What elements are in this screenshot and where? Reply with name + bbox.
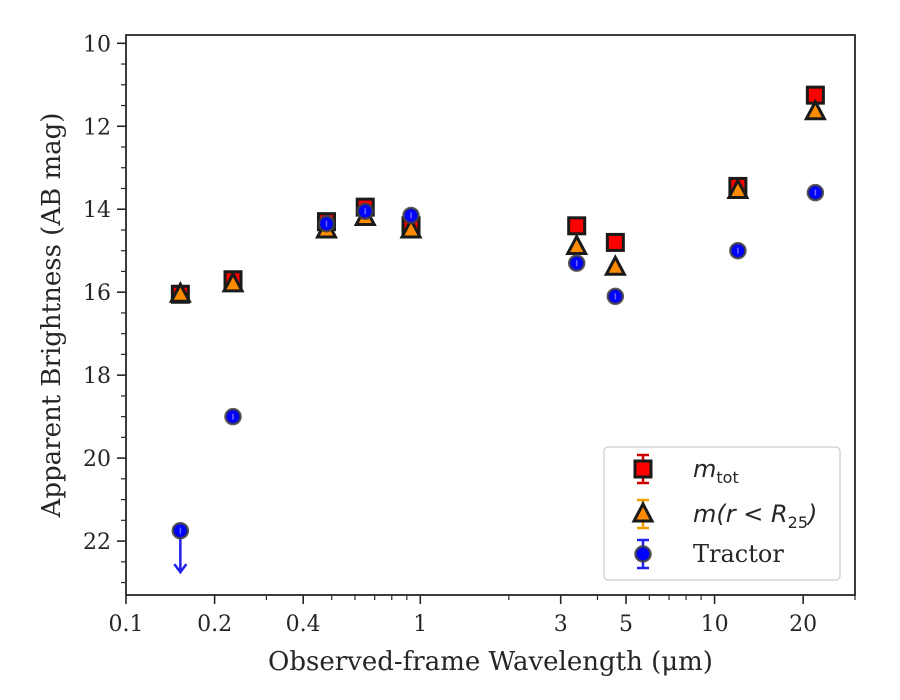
y-tick-label: 22 — [83, 530, 111, 555]
x-tick-label: 0.2 — [197, 612, 232, 637]
data-point — [803, 98, 827, 121]
data-point — [221, 270, 245, 293]
plot-frame — [125, 34, 856, 596]
y-tick-label: 16 — [83, 281, 111, 306]
legend-entry: mtot — [633, 453, 739, 487]
legend-entry: m(r < R25) — [631, 498, 817, 532]
x-axis-title: Observed-frame Wavelength (μm) — [268, 647, 713, 677]
y-tick-label: 10 — [83, 32, 111, 57]
series-layer — [168, 85, 827, 575]
data-point — [565, 233, 589, 256]
data-point — [726, 177, 750, 200]
y-tick-label: 12 — [83, 115, 111, 140]
y-tick-label: 14 — [83, 198, 111, 223]
legend-label: m(r < R25) — [693, 500, 817, 532]
legend-box — [603, 446, 841, 581]
y-tick-label: 18 — [83, 364, 111, 389]
legend-marker — [631, 500, 655, 523]
legend-label: mtot — [693, 455, 739, 487]
series-triangle-points — [168, 98, 827, 303]
data-point — [605, 232, 625, 252]
legend: mtot m(r < R25) Tractor — [603, 446, 841, 581]
legend-marker — [634, 545, 652, 563]
x-tick-label: 3 — [554, 612, 568, 637]
x-tick-label: 0.1 — [109, 612, 144, 637]
x-tick-label: 10 — [701, 612, 729, 637]
data-point — [399, 216, 423, 239]
x-tick-label: 5 — [619, 612, 633, 637]
series-circle-points — [171, 183, 825, 575]
y-axis-title: Apparent Brightness (AB mag) — [37, 113, 67, 519]
x-tick-label: 1 — [413, 612, 427, 637]
x-tick-label: 20 — [789, 612, 817, 637]
x-tick-label: 0.4 — [286, 612, 321, 637]
legend-entry: Tractor — [634, 538, 784, 570]
data-point — [168, 281, 192, 303]
data-point — [567, 216, 587, 236]
x-axis-ticks: 0.1 0.2 0.4 1 3 5 10 20 — [109, 595, 856, 637]
data-point — [603, 254, 627, 276]
y-axis-ticks: 10 12 14 16 18 20 22 — [83, 32, 126, 584]
y-tick-label: 20 — [83, 447, 111, 472]
legend-label: Tractor — [693, 540, 784, 568]
legend-marker — [633, 459, 653, 479]
upper-limit-arrow-head — [173, 563, 188, 575]
